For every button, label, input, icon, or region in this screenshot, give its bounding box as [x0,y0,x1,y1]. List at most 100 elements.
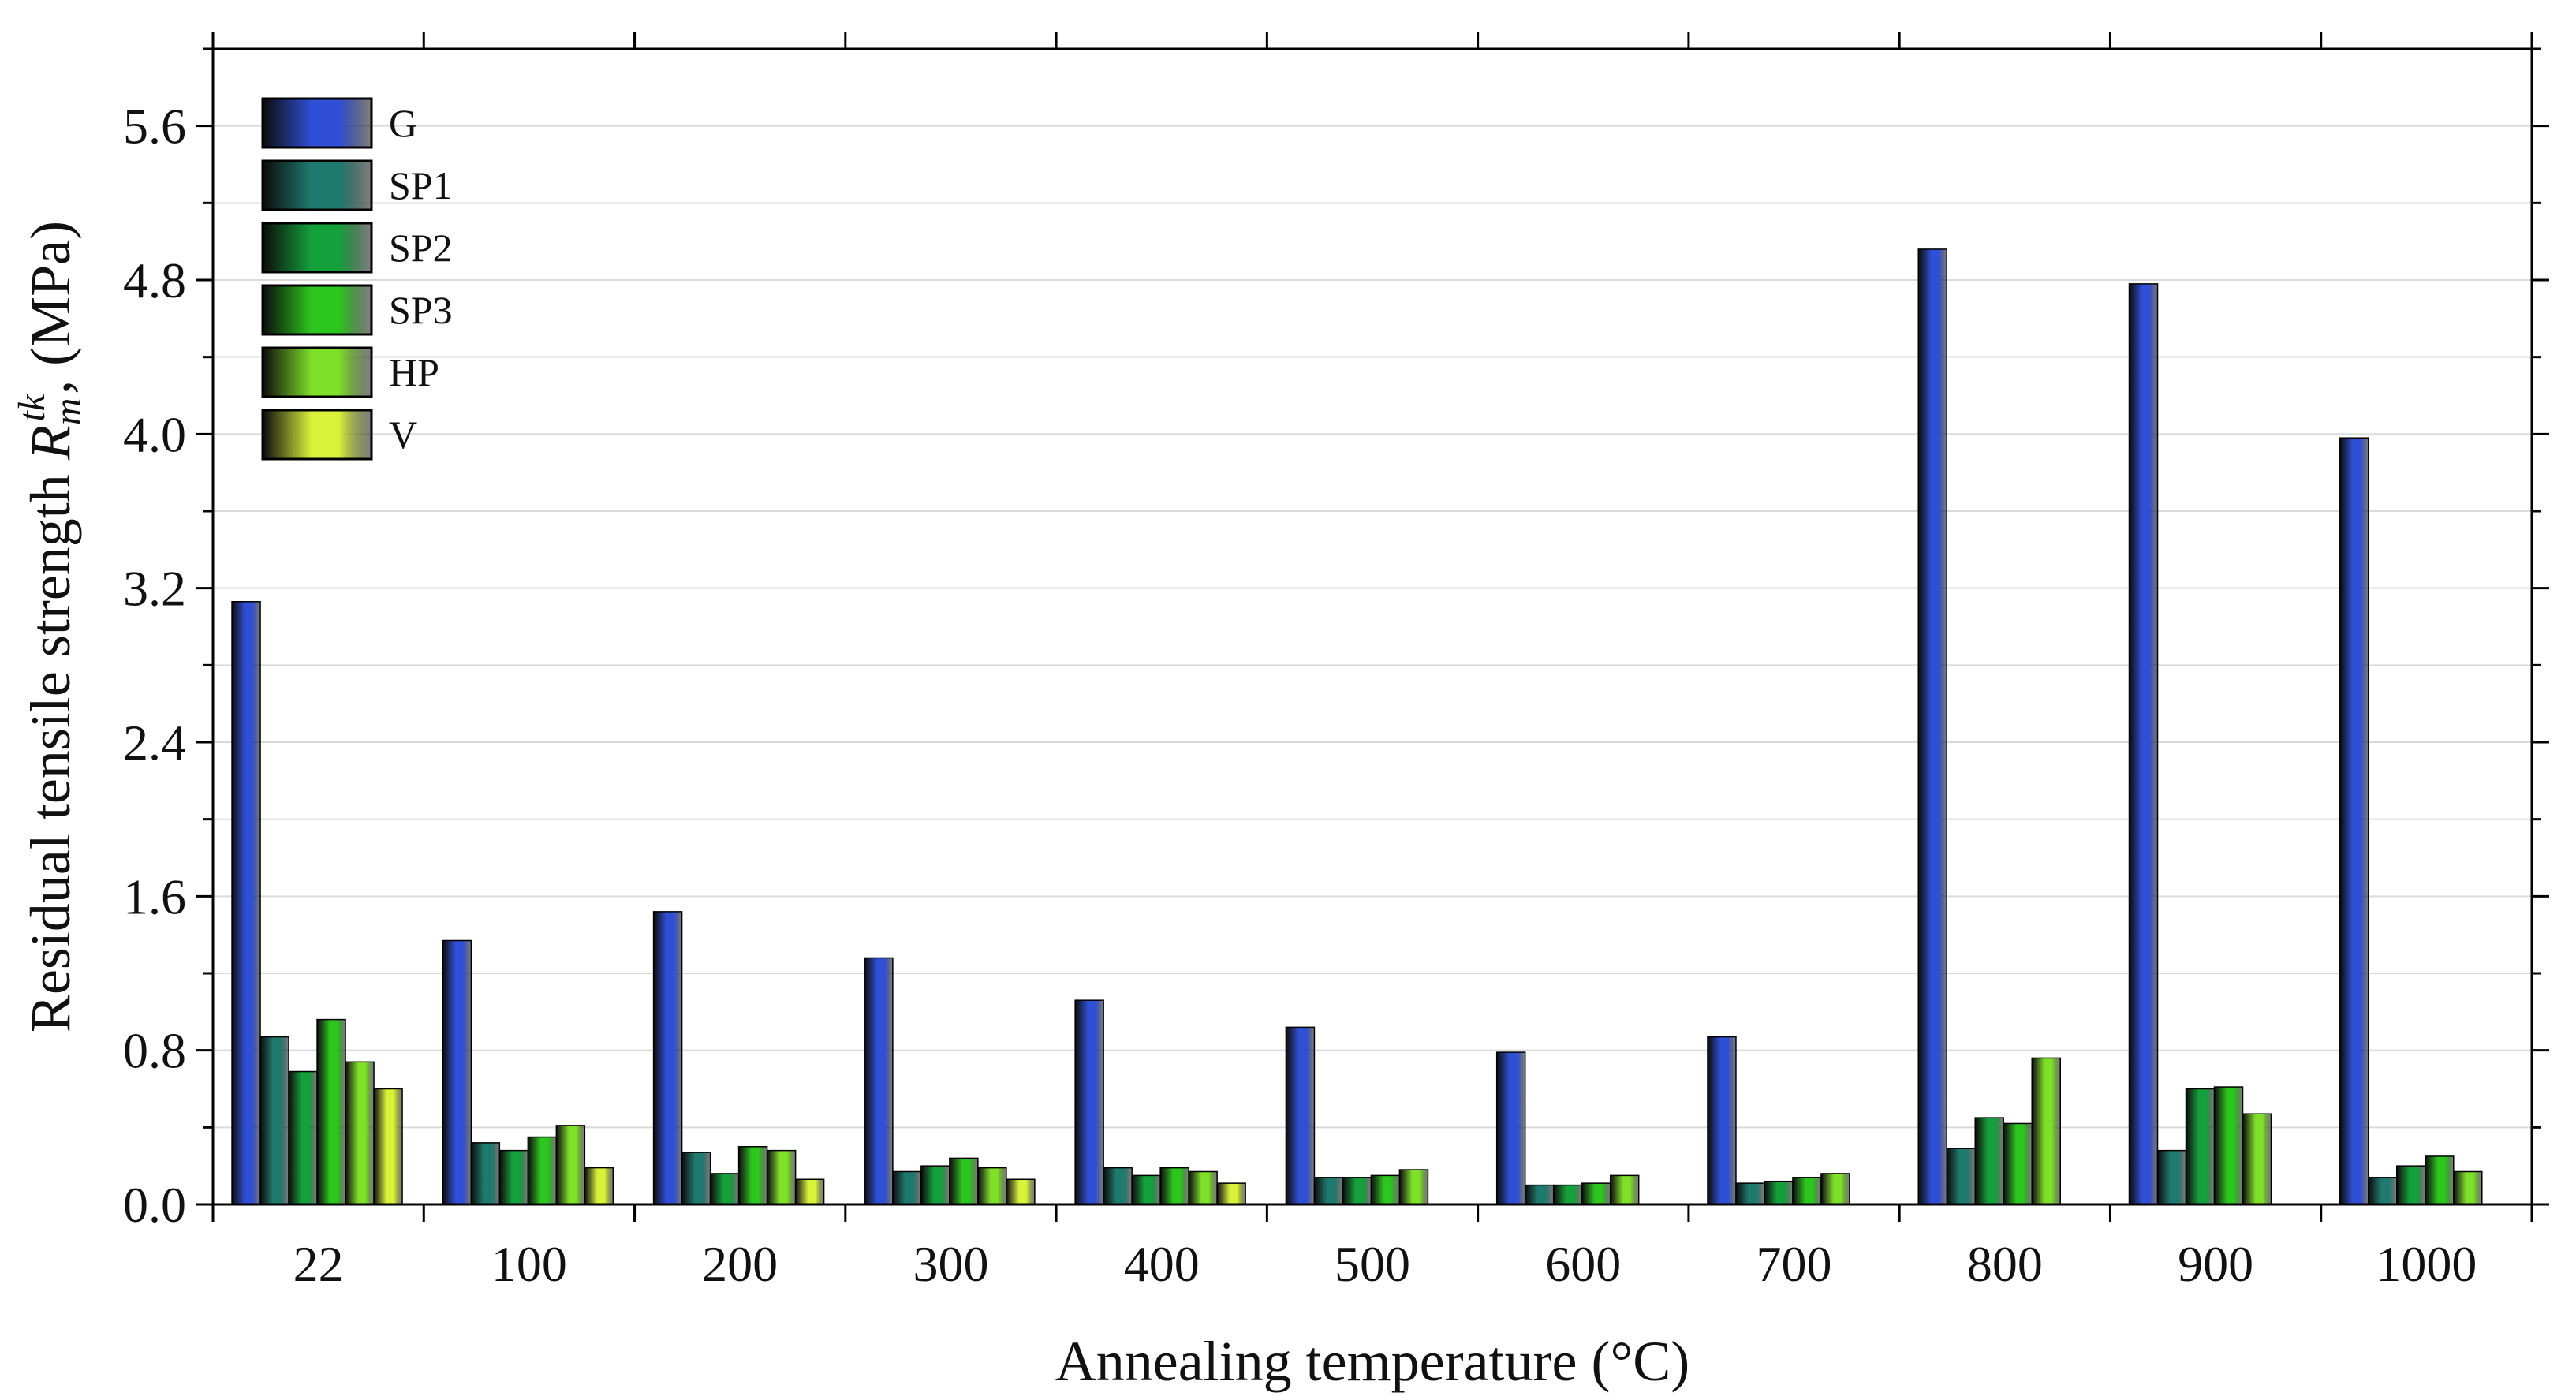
y-axis-title: Residual tensile strength Rmtk, (MPa) [11,221,89,1032]
bar-g-100 [442,939,472,1205]
y-tick-label: 3.2 [123,561,186,617]
bar-sp3-700 [1792,1177,1822,1205]
bar-g-600 [1495,1051,1526,1205]
y-axis-title-symbol: R [19,425,82,461]
bar-sp2-400 [1131,1174,1161,1205]
x-tick-label: 100 [491,1236,567,1292]
y-axis-title-suffix: , (MPa) [19,221,82,394]
x-tick-label: 900 [2178,1236,2253,1292]
bar-g-400 [1074,999,1104,1205]
bar-hp-900 [2242,1113,2272,1205]
y-tick-label: 5.6 [123,99,186,155]
legend-label-hp: HP [389,350,439,394]
x-tick-label: 700 [1757,1236,1832,1292]
bar-sp2-500 [1342,1177,1372,1205]
bar-v-22 [373,1088,403,1205]
axis-ticks: 0.0 0.8 1.6 2.4 3.2 4.0 4.8 5.6 22 100 200 300 400 50… [123,32,2549,1292]
bar-sp1-600 [1524,1184,1555,1205]
bar-sp3-400 [1159,1167,1189,1205]
bar-g-300 [864,957,894,1205]
y-tick-label: 2.4 [123,715,186,771]
legend-swatch-g [261,97,373,149]
y-tick-label: 4.0 [123,406,186,462]
x-tick-label: 400 [1124,1236,1200,1292]
bar-sp1-300 [892,1170,922,1205]
bar-hp-300 [977,1167,1007,1205]
bar-g-800 [1917,248,1947,1205]
legend-swatch-sp1 [261,159,373,211]
bar-sp1-400 [1103,1167,1133,1205]
bar-sp1-500 [1313,1177,1344,1205]
bar-sp2-100 [498,1149,529,1205]
bar-sp1-1000 [2368,1177,2398,1205]
bar-sp3-600 [1581,1182,1611,1205]
bar-v-100 [584,1167,614,1205]
bar-sp1-900 [2156,1149,2187,1205]
bar-sp1-100 [470,1142,501,1205]
bar-hp-800 [2031,1057,2061,1205]
bar-sp1-800 [1946,1148,1976,1205]
bar-sp3-22 [316,1018,346,1205]
legend-label-sp2: SP2 [389,226,453,270]
bar-g-1000 [2339,437,2369,1205]
bar-sp2-22 [288,1070,318,1205]
legend-swatch-sp3 [261,284,373,336]
grid-lines [213,125,2532,1129]
y-tick-label: 4.8 [123,252,186,308]
bar-g-700 [1707,1036,1737,1205]
bar-sp3-900 [2213,1086,2244,1205]
bar-hp-200 [766,1149,797,1205]
bar-hp-700 [1820,1173,1850,1205]
bar-hp-500 [1398,1169,1429,1205]
bar-sp1-200 [681,1152,711,1205]
x-tick-label: 600 [1545,1236,1621,1292]
bar-g-22 [231,601,261,1205]
bar-hp-600 [1609,1174,1640,1205]
x-tick-label: 22 [293,1236,344,1292]
bar-v-300 [1006,1178,1036,1205]
x-tick-label: 300 [913,1236,988,1292]
legend-swatch-v [261,409,373,461]
y-axis-title-prefix: Residual tensile strength [19,460,82,1032]
bar-v-200 [794,1178,825,1205]
bar-hp-1000 [2453,1170,2483,1205]
bar-sp2-300 [920,1165,950,1205]
bar-sp3-300 [949,1157,979,1205]
legend-swatch-hp [261,346,373,398]
bar-hp-400 [1188,1170,1218,1205]
bars [231,248,2483,1205]
legend-label-g: G [389,101,417,145]
legend-swatch-sp2 [261,222,373,274]
x-tick-label: 200 [702,1236,778,1292]
bar-sp3-200 [737,1146,768,1205]
bar-sp3-500 [1370,1174,1401,1205]
bar-sp2-900 [2185,1088,2216,1205]
bar-sp3-1000 [2425,1155,2455,1205]
bar-sp2-600 [1552,1184,1583,1205]
y-tick-label: 0.8 [123,1023,186,1079]
legend-label-sp1: SP1 [389,163,453,207]
bar-v-400 [1216,1182,1246,1205]
bar-g-200 [652,911,683,1205]
bar-sp2-200 [709,1173,740,1205]
y-tick-label: 1.6 [123,868,186,924]
x-tick-label: 500 [1335,1236,1410,1292]
y-axis-title-superscript: tk [11,393,53,421]
bar-sp1-700 [1735,1182,1765,1205]
y-tick-label: 0.0 [123,1177,186,1233]
bar-sp2-800 [1974,1117,2004,1205]
bar-sp2-1000 [2396,1165,2426,1205]
bar-g-900 [2128,283,2159,1205]
bar-g-500 [1285,1026,1316,1205]
x-axis-title: Annealing temperature (°C) [1055,1330,1689,1393]
x-tick-label: 800 [1967,1236,2043,1292]
bar-hp-22 [345,1061,375,1205]
bar-sp3-800 [2003,1122,2033,1205]
bar-sp3-100 [527,1136,558,1205]
bar-sp1-22 [259,1036,289,1205]
plot-frame [211,47,2533,1206]
bar-hp-100 [555,1125,586,1205]
legend: G SP1 SP2 SP3 HP V [261,97,453,461]
legend-label-sp3: SP3 [389,288,453,332]
